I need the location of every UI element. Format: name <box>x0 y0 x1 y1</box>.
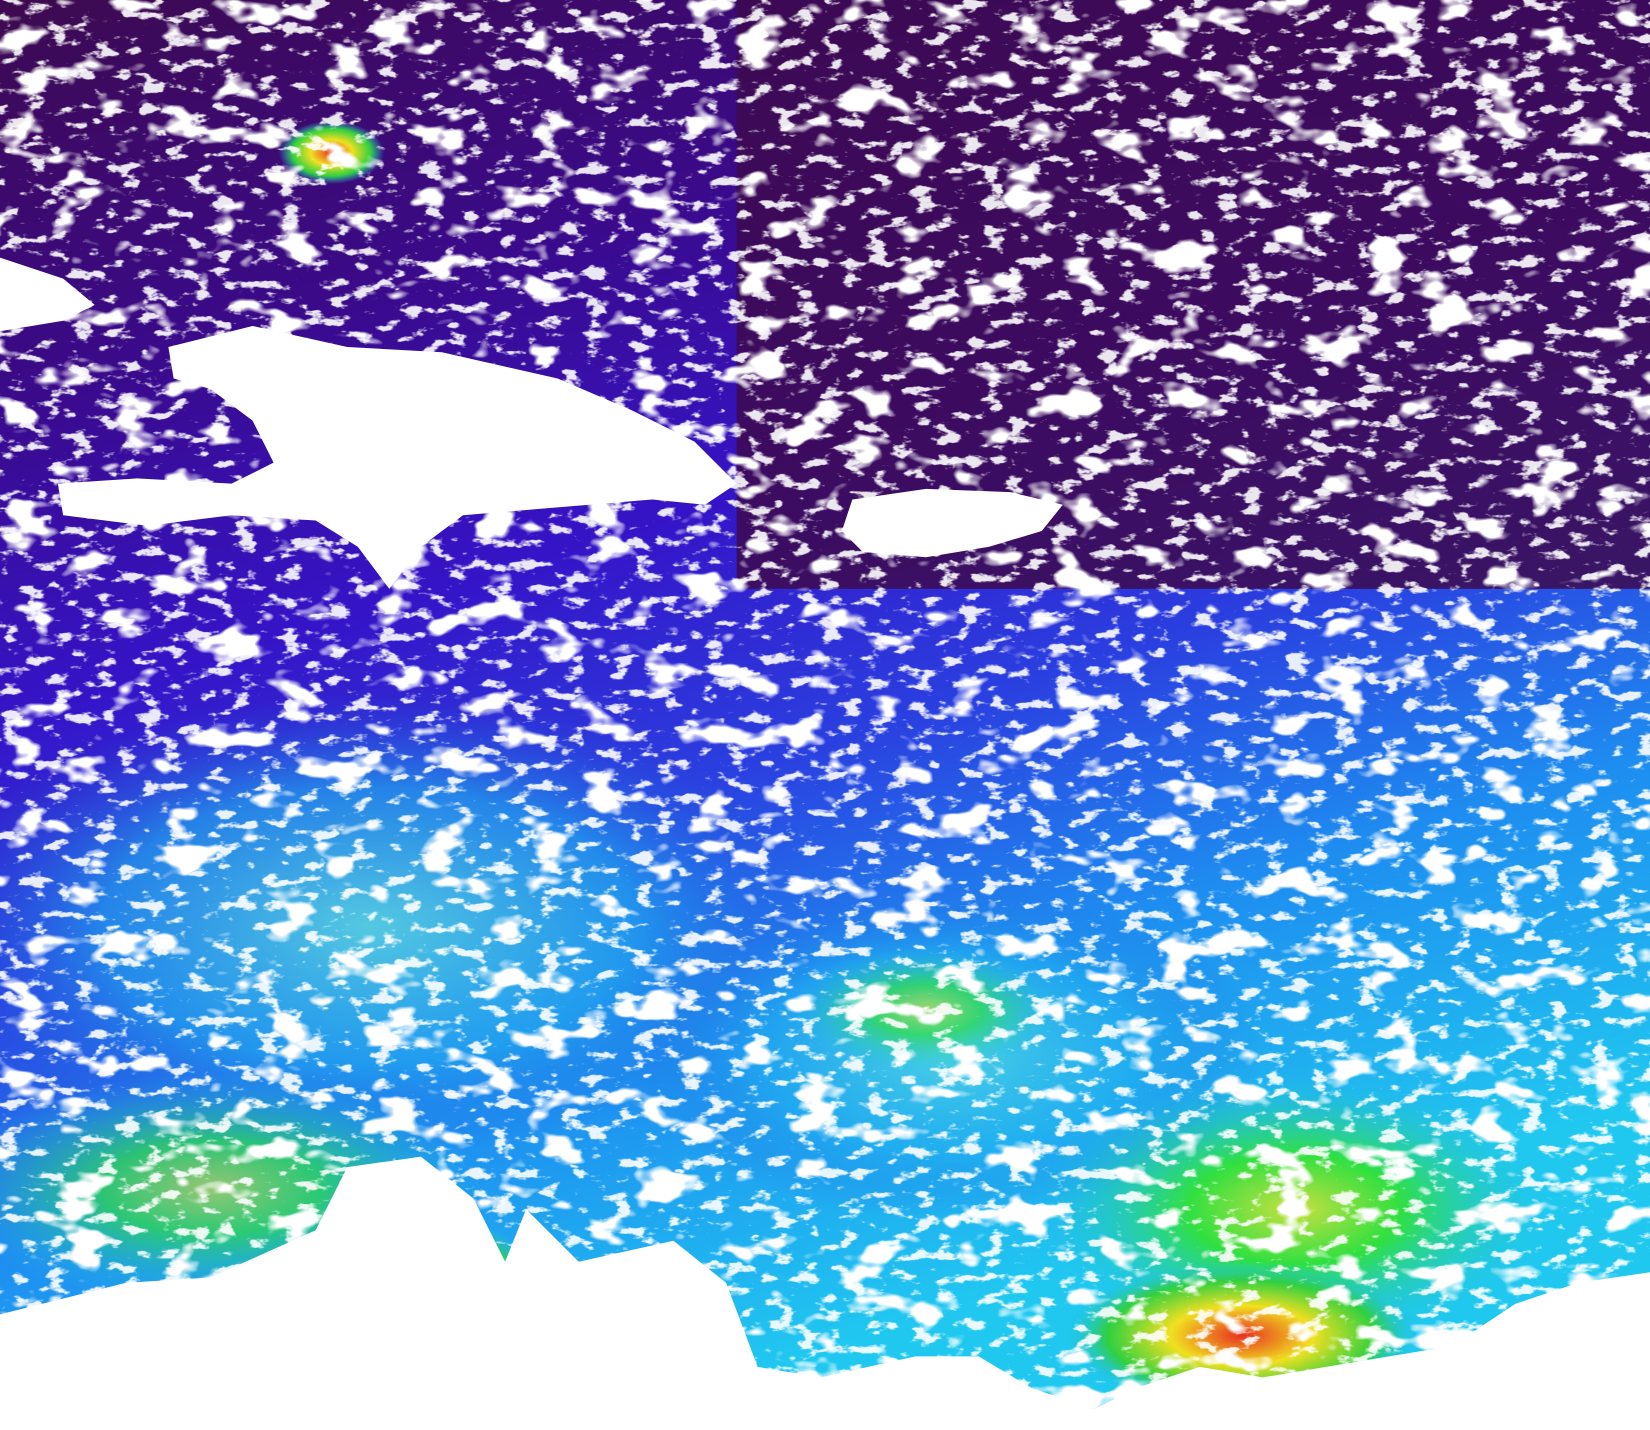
land-east-patch <box>1557 1293 1650 1357</box>
land-jamaica-edge <box>0 257 95 332</box>
land-south-america <box>0 1156 1650 1430</box>
land-puerto-rico <box>841 488 1063 558</box>
land-hispaniola <box>57 325 737 589</box>
